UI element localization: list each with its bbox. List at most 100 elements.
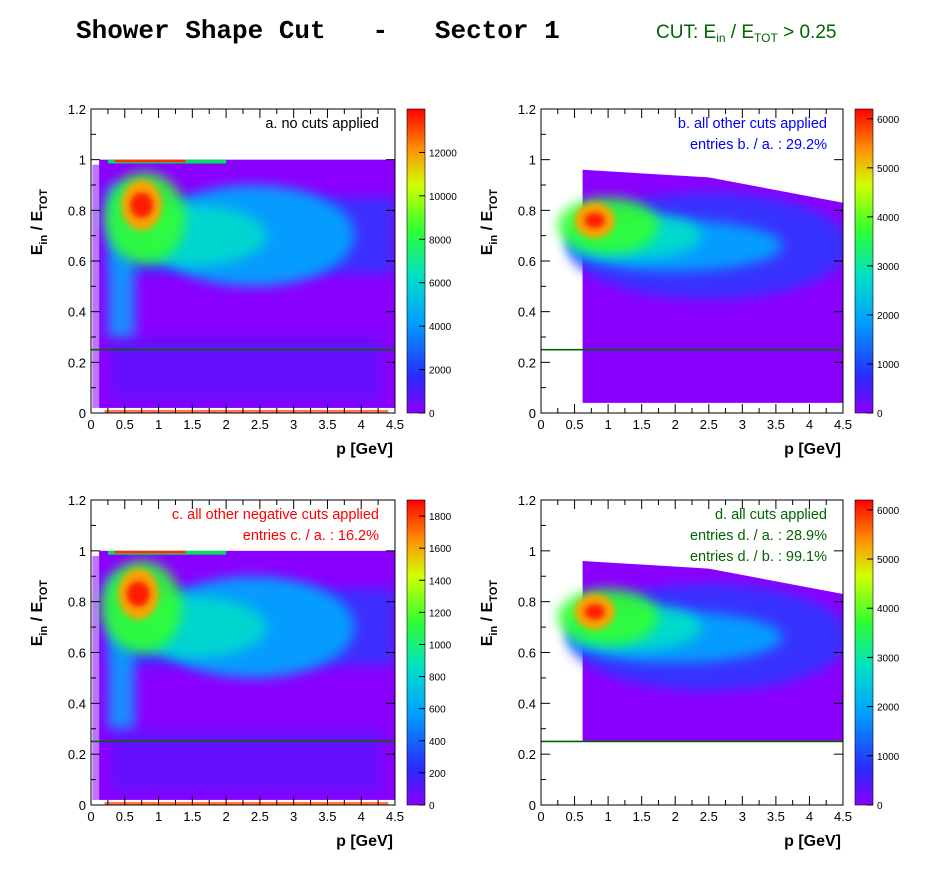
- y-tick-label: 1: [529, 153, 536, 168]
- color-scale-frame: [854, 108, 874, 414]
- x-tick-label: 0: [537, 417, 544, 432]
- color-scale-label: 600: [429, 705, 446, 716]
- y-tick-label: 0.8: [68, 595, 86, 610]
- x-tick-label: 3: [290, 417, 297, 432]
- color-scale-label: 1000: [429, 640, 452, 651]
- x-tick-label: 2: [672, 417, 679, 432]
- x-tick-label: 3.5: [318, 417, 336, 432]
- color-scale-label: 1800: [429, 512, 452, 523]
- x-axis-label: p [GeV]: [784, 441, 841, 458]
- color-scale-label: 5000: [877, 164, 900, 175]
- cut-mid: / E: [725, 22, 755, 43]
- x-tick-label: 4.5: [834, 417, 852, 432]
- x-tick-label: 3: [739, 417, 746, 432]
- y-tick-label: 0: [529, 406, 536, 421]
- heatmap-d: [557, 561, 843, 742]
- color-scale-label: 10000: [429, 192, 457, 203]
- color-scale-label: 4000: [877, 604, 900, 615]
- y-axis-label-subscript: TOT: [38, 580, 50, 602]
- heatmap-core-peak: [130, 192, 154, 218]
- panel-annotation: a. no cuts applied: [265, 116, 379, 132]
- heatmap-bottom-ridge: [104, 409, 389, 413]
- x-tick-label: 3.5: [767, 809, 785, 824]
- y-tick-label: 0.6: [68, 254, 86, 269]
- x-tick-label: 4: [806, 417, 813, 432]
- y-axis-label: Ein / ETOT: [479, 189, 500, 256]
- heatmap-a: [92, 159, 395, 413]
- heatmap-c: [92, 550, 395, 805]
- color-scale-label: 400: [429, 737, 446, 748]
- heatmap-ridge-peak: [114, 159, 186, 163]
- x-tick-label: 1.5: [633, 809, 651, 824]
- x-tick-label: 3: [290, 809, 297, 824]
- y-tick-label: 0.6: [68, 646, 86, 661]
- y-axis-label-subscript: in: [38, 235, 50, 245]
- x-tick-label: 0.5: [116, 809, 134, 824]
- heatmap-b: [557, 169, 843, 403]
- panel-c: 0 0.5 1 1.5 2 2.5 3 3.5 4 4.5 0 0.2 0.4 0.6 0.8 1 1.2 p […: [29, 493, 452, 850]
- x-tick-label: 2.5: [700, 417, 718, 432]
- color-scale-label: 8000: [429, 235, 452, 246]
- color-scale-label: 1200: [429, 608, 452, 619]
- x-tick-label: 0: [537, 809, 544, 824]
- y-axis-label-part: E: [479, 635, 496, 646]
- y-tick-label: 0.4: [68, 305, 86, 320]
- cut-sub-tot: TOT: [754, 31, 778, 45]
- y-axis-label-subscript: in: [488, 235, 500, 245]
- y-axis-label-part: E: [479, 244, 496, 255]
- panel-annotation: c. all other negative cuts applied: [172, 507, 379, 523]
- panel-annotation: entries d. / a. : 28.9%: [690, 528, 827, 544]
- x-tick-label: 2: [222, 809, 229, 824]
- panel-annotation: b. all other cuts applied: [678, 116, 827, 132]
- color-scale-label: 4000: [877, 213, 900, 224]
- heatmap-ridge-peak: [114, 550, 186, 554]
- x-tick-label: 4.5: [834, 809, 852, 824]
- color-scale-label: 1600: [429, 544, 452, 555]
- panel-d: 0 0.5 1 1.5 2 2.5 3 3.5 4 4.5 0 0.2 0.4 0.6 0.8 1 1.2 p […: [479, 493, 900, 850]
- panel-a: 0 0.5 1 1.5 2 2.5 3 3.5 4 4.5 0 0.2 0.4 0.6 0.8 1 1.2 p […: [29, 102, 457, 458]
- color-scale-label: 6000: [429, 279, 452, 290]
- x-axis-label: p [GeV]: [336, 441, 393, 458]
- x-tick-label: 2: [222, 417, 229, 432]
- x-tick-label: 1.5: [633, 417, 651, 432]
- y-tick-label: 0.4: [68, 696, 86, 711]
- x-tick-label: 1.5: [183, 809, 201, 824]
- panel-b: 0 0.5 1 1.5 2 2.5 3 3.5 4 4.5 0 0.2 0.4 0.6 0.8 1 1.2 p […: [479, 102, 900, 458]
- y-tick-label: 0.4: [518, 696, 536, 711]
- color-scale-label: 0: [877, 409, 883, 420]
- y-axis-label-subscript: in: [488, 626, 500, 636]
- heatmap-core-peak: [584, 604, 605, 620]
- y-tick-label: 0.4: [518, 305, 536, 320]
- y-tick-label: 0: [529, 798, 536, 813]
- x-tick-label: 0.5: [566, 417, 584, 432]
- x-tick-label: 0.5: [116, 417, 134, 432]
- color-scale-label: 2000: [877, 703, 900, 714]
- x-tick-label: 0: [87, 809, 94, 824]
- color-scale-label: 12000: [429, 148, 457, 159]
- x-tick-label: 1: [604, 809, 611, 824]
- y-tick-label: 0.8: [518, 595, 536, 610]
- color-scale-label: 6000: [877, 506, 900, 517]
- panel-annotation: entries c. / a. : 16.2%: [243, 528, 379, 544]
- y-tick-label: 0.6: [518, 646, 536, 661]
- y-axis-label-subscript: in: [38, 626, 50, 636]
- panel-annotation: d. all cuts applied: [715, 507, 827, 523]
- color-scale-label: 0: [877, 801, 883, 812]
- color-scale-frame: [854, 499, 874, 806]
- heatmap-bottom-ridge: [104, 801, 389, 805]
- x-tick-label: 3: [739, 809, 746, 824]
- x-tick-label: 1.5: [183, 417, 201, 432]
- color-scale-label: 1000: [877, 360, 900, 371]
- panel-annotation: entries b. / a. : 29.2%: [690, 137, 827, 153]
- y-tick-label: 1.2: [518, 493, 536, 508]
- x-tick-label: 4.5: [386, 417, 404, 432]
- x-tick-label: 4: [806, 809, 813, 824]
- x-tick-label: 4: [358, 809, 365, 824]
- color-scale-label: 1000: [877, 752, 900, 763]
- y-axis-label-subscript: TOT: [488, 580, 500, 602]
- x-tick-label: 0.5: [566, 809, 584, 824]
- y-axis-label-part: / E: [479, 601, 496, 625]
- color-scale-label: 6000: [877, 115, 900, 126]
- y-tick-label: 0.2: [518, 747, 536, 762]
